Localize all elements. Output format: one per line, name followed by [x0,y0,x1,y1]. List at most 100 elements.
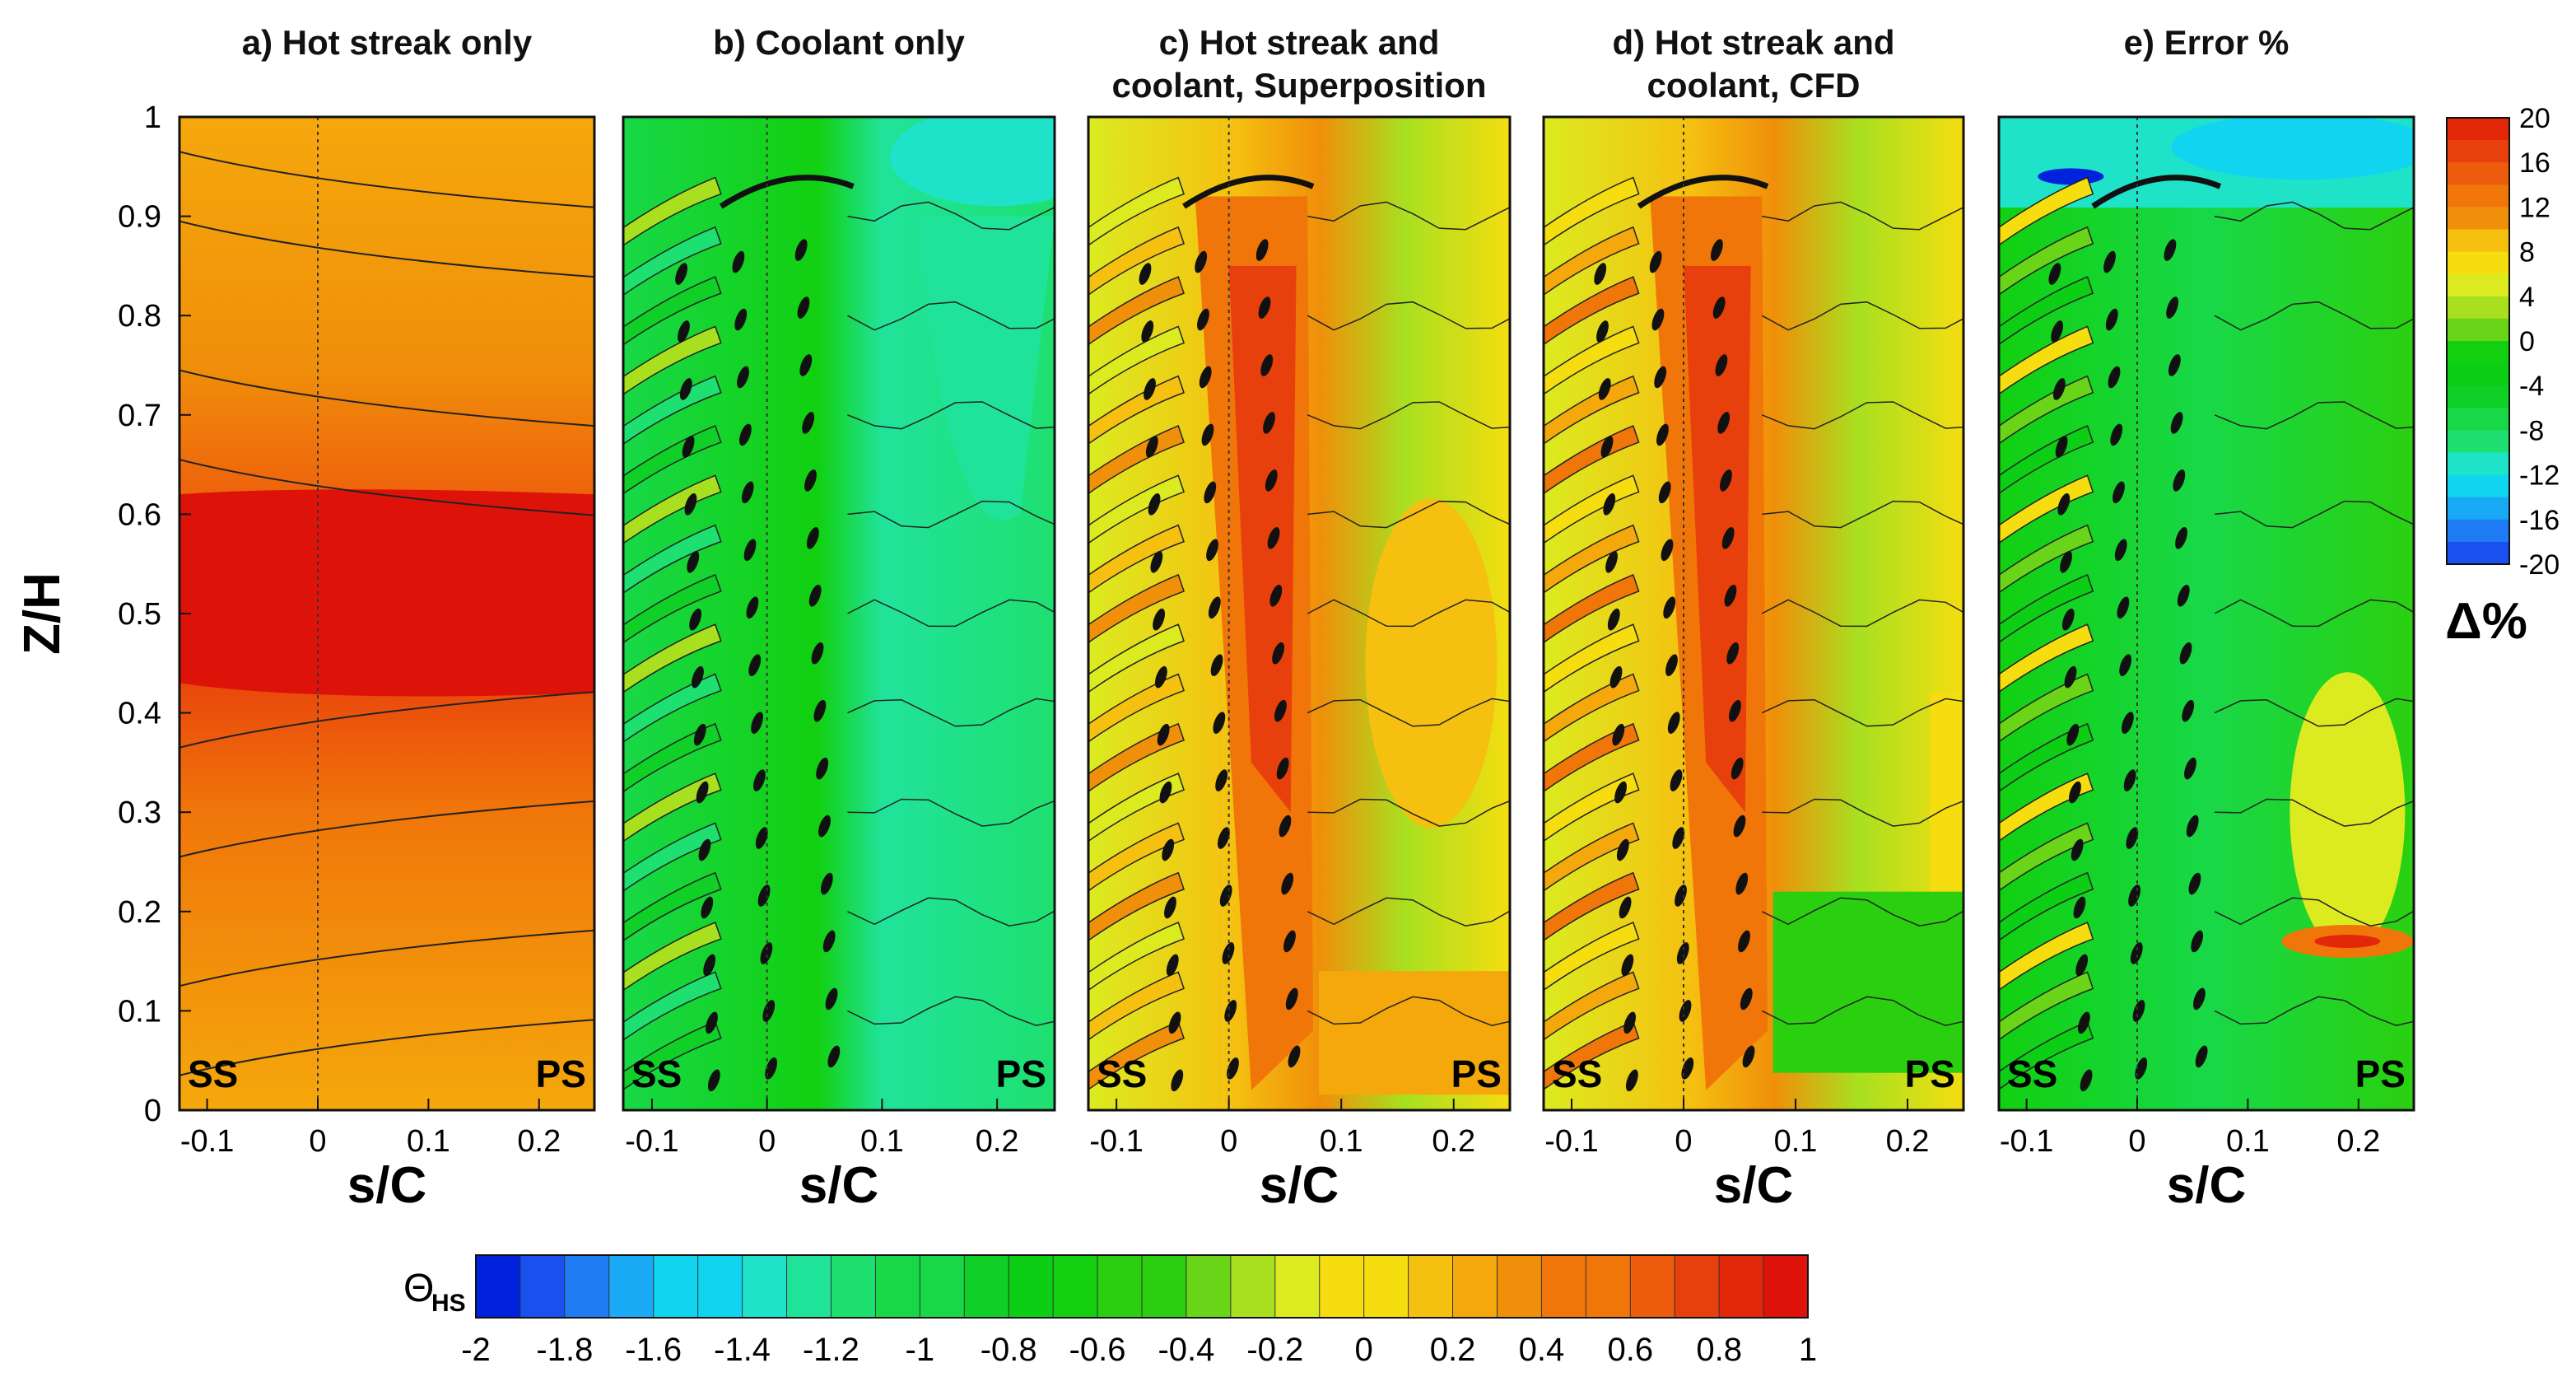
blade-tip-edge [1182,175,1315,209]
cooling-hole [1663,596,1676,619]
error-colorbar-tick: -20 [2519,549,2560,581]
cooling-hole [1612,723,1625,746]
cooling-hole [1164,896,1176,919]
coolant-streak [1999,176,2094,246]
contour-background [1999,117,2414,1110]
cooling-hole [2069,781,2081,804]
theta-colorbar-tick: 0 [1355,1332,1373,1368]
coolant-streak [1544,1020,1640,1090]
panel-e-field [1999,117,2414,1110]
panel-frame [622,115,1056,1112]
coolant-streak [623,822,722,892]
theta-colorbar-segment [475,1254,521,1319]
contour-line [1761,698,1963,727]
cooling-hole [806,527,819,549]
cooling-hole [2130,942,2143,964]
coolant-streak [1544,325,1640,395]
suction-side-label: SS [2007,1053,2057,1095]
cooling-hole [2077,1011,2090,1034]
x-tick-label: 0.2 [1886,1124,1930,1159]
cooling-hole [2121,712,2134,734]
theta-colorbar-segment [1008,1254,1055,1319]
error-colorbar-tick: -4 [2519,371,2544,402]
coolant-streak [1999,871,2094,941]
theta-colorbar-segment [564,1254,610,1319]
x-tick-label: 0.2 [976,1124,1019,1159]
cooling-hole [2182,699,2195,722]
error-colorbar-tick: -8 [2519,415,2544,446]
cooling-hole [1195,250,1208,273]
error-colorbar-segment [2447,541,2509,565]
contour-line [179,691,594,749]
cooling-hole [678,320,690,343]
theta-colorbar-segment [1186,1254,1232,1319]
contour-line [1307,897,1510,927]
suction-side-label: SS [188,1053,238,1095]
y-tick-label: 0.8 [118,299,161,334]
cool-region [2171,117,2414,180]
theta-colorbar-tick: 0.6 [1607,1332,1653,1368]
panel-frame [1542,115,1965,1112]
contour-line [1307,798,1510,827]
error-colorbar-label: Δ% [2445,593,2527,650]
coolant-streak [1544,276,1640,346]
cooling-hole [1224,1000,1237,1022]
error-colorbar-segment [2447,341,2509,364]
error-colorbar-segment [2447,430,2509,453]
cooling-hole [1605,550,1618,573]
coolant-streak [623,226,722,296]
x-tick-label: 0 [1220,1124,1237,1159]
cooling-hole [760,942,773,964]
coolant-streak [1999,773,2094,843]
hot-core [1684,265,1751,813]
cooling-hole [2048,263,2061,285]
contour-line [847,897,1055,927]
coolant-streak [1544,922,1640,992]
coolant-streak [1544,871,1640,941]
panel-c-field [1088,117,1510,1110]
cooling-hole [1141,320,1154,343]
cooling-hole [825,987,838,1011]
cooling-hole [1665,654,1678,677]
cooling-hole [738,423,752,446]
cooling-hole [1144,378,1156,400]
theta-colorbar-segment [742,1254,788,1319]
cooling-hole [1649,250,1662,273]
green-region [1772,891,1963,1073]
cooling-hole [2051,320,2064,343]
theta-colorbar-segment [608,1254,654,1319]
coolant-streak [1999,673,2094,743]
contour-line [1762,201,1963,231]
cooling-hole [2075,954,2089,977]
contour-line [179,151,594,208]
x-axis-label: s/C [1714,1157,1793,1214]
cooling-hole [2071,838,2084,861]
suction-side-label: SS [631,1053,682,1095]
theta-colorbar-segment [1230,1254,1276,1319]
coolant-streak [1544,623,1640,693]
contour-line [1307,996,1510,1026]
coolant-streak [1999,922,2094,992]
theta-colorbar-tick: -2 [461,1332,491,1368]
x-tick-label: 0.1 [2226,1124,2270,1159]
contour-line [2214,301,2414,331]
cooling-hole [741,481,754,504]
pressure-side-label: PS [2355,1053,2406,1095]
pressure-side-label: PS [996,1053,1046,1095]
error-colorbar-segment [2447,497,2509,520]
cooling-hole [684,493,697,516]
contour-line [179,929,594,987]
cooling-hole [2184,757,2196,780]
coolant-streak [623,623,722,693]
coolant-streak [623,375,722,446]
coolant-streak [1088,971,1185,1041]
coolant-streak [1544,226,1640,296]
contour-line [2214,201,2414,231]
contour-line [179,1019,594,1076]
cooling-hole [762,1000,776,1022]
cooling-hole [1153,608,1166,631]
theta-colorbar-segment [963,1254,1010,1319]
cooling-hole [2191,930,2204,953]
y-tick-label: 0.6 [118,497,161,532]
cooling-hole [1227,1057,1239,1080]
